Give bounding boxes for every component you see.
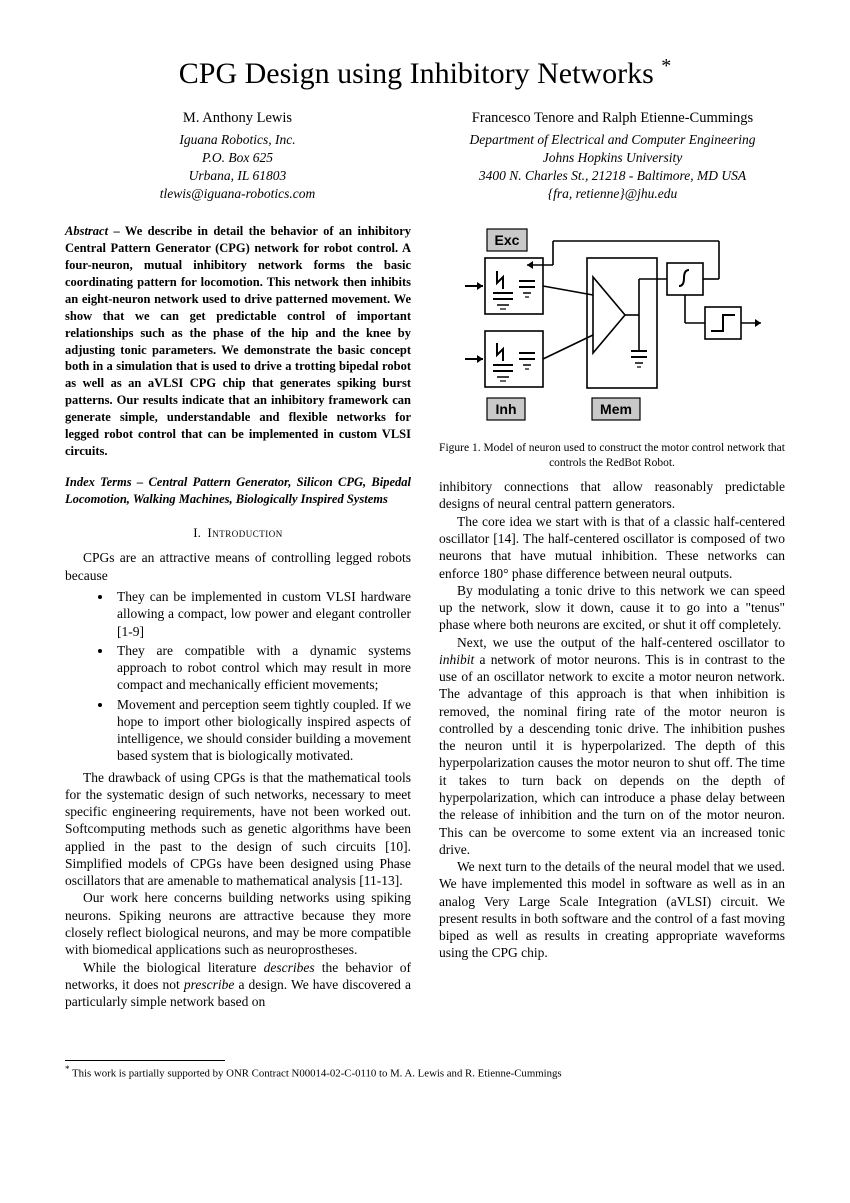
title-text: CPG Design using Inhibitory Networks (179, 57, 654, 90)
section-title: Introduction (207, 525, 282, 540)
index-terms-lead: Index Terms (65, 475, 132, 489)
footnote-text: This work is partially supported by ONR … (72, 1068, 562, 1080)
exc-label: Exc (495, 232, 520, 248)
author-affil: Urbana, IL 61803 (65, 167, 410, 185)
right-column: Exc Inh Mem (439, 223, 785, 1010)
two-column-layout: Abstract – We describe in detail the beh… (65, 223, 785, 1010)
text-run: a network of motor neurons. This is in c… (439, 652, 785, 857)
intro-bullet-list: They can be implemented in custom VLSI h… (113, 588, 411, 765)
page-title: CPG Design using Inhibitory Networks * (65, 55, 785, 91)
authors-row: M. Anthony Lewis Iguana Robotics, Inc. P… (65, 109, 785, 203)
author-affil: Iguana Robotics, Inc. (65, 131, 410, 149)
intro-paragraph: Our work here concerns building networks… (65, 889, 411, 958)
text-emphasis: describes (264, 960, 315, 975)
abstract-block: Abstract – We describe in detail the beh… (65, 223, 411, 459)
abstract-lead: Abstract (65, 224, 108, 238)
section-number: I. (193, 525, 201, 540)
footnote-rule (65, 1060, 225, 1061)
body-paragraph: By modulating a tonic drive to this netw… (439, 582, 785, 634)
title-footnote-marker: * (661, 55, 671, 77)
body-paragraph: inhibitory connections that allow reason… (439, 478, 785, 513)
author-name: M. Anthony Lewis (65, 109, 410, 129)
text-emphasis: prescribe (184, 977, 235, 992)
author-email: {fra, retienne}@jhu.edu (440, 185, 785, 203)
intro-paragraph: While the biological literature describe… (65, 959, 411, 1011)
footnote: * This work is partially supported by ON… (65, 1064, 785, 1081)
body-paragraph: The core idea we start with is that of a… (439, 513, 785, 582)
author-block-right: Francesco Tenore and Ralph Etienne-Cummi… (440, 109, 785, 203)
left-column: Abstract – We describe in detail the beh… (65, 223, 411, 1010)
list-item: They can be implemented in custom VLSI h… (113, 588, 411, 640)
figure-1: Exc Inh Mem (439, 223, 785, 433)
body-paragraph: Next, we use the output of the half-cent… (439, 634, 785, 858)
index-terms-block: Index Terms – Central Pattern Generator,… (65, 474, 411, 508)
intro-paragraph: CPGs are an attractive means of controll… (65, 549, 411, 584)
section-heading: I. Introduction (65, 525, 411, 541)
list-item: They are compatible with a dynamic syste… (113, 642, 411, 694)
inh-label: Inh (496, 401, 517, 417)
author-affil: P.O. Box 625 (65, 149, 410, 167)
list-item: Movement and perception seem tightly cou… (113, 696, 411, 765)
footnote-marker: * (65, 1064, 70, 1074)
author-affil: Department of Electrical and Computer En… (440, 131, 785, 149)
text-emphasis: inhibit (439, 652, 474, 667)
author-affil: 3400 N. Charles St., 21218 - Baltimore, … (440, 167, 785, 185)
figure-1-caption: Figure 1. Model of neuron used to constr… (439, 441, 785, 470)
abstract-text: – We describe in detail the behavior of … (65, 224, 411, 457)
intro-paragraph: The drawback of using CPGs is that the m… (65, 769, 411, 890)
author-email: tlewis@iguana-robotics.com (65, 185, 410, 203)
mem-label: Mem (600, 401, 632, 417)
text-run: While the biological literature (83, 960, 264, 975)
author-block-left: M. Anthony Lewis Iguana Robotics, Inc. P… (65, 109, 410, 203)
text-run: Next, we use the output of the half-cent… (457, 635, 785, 650)
body-paragraph: We next turn to the details of the neura… (439, 858, 785, 962)
neuron-model-diagram: Exc Inh Mem (457, 223, 767, 433)
author-affil: Johns Hopkins University (440, 149, 785, 167)
author-name: Francesco Tenore and Ralph Etienne-Cummi… (440, 109, 785, 129)
